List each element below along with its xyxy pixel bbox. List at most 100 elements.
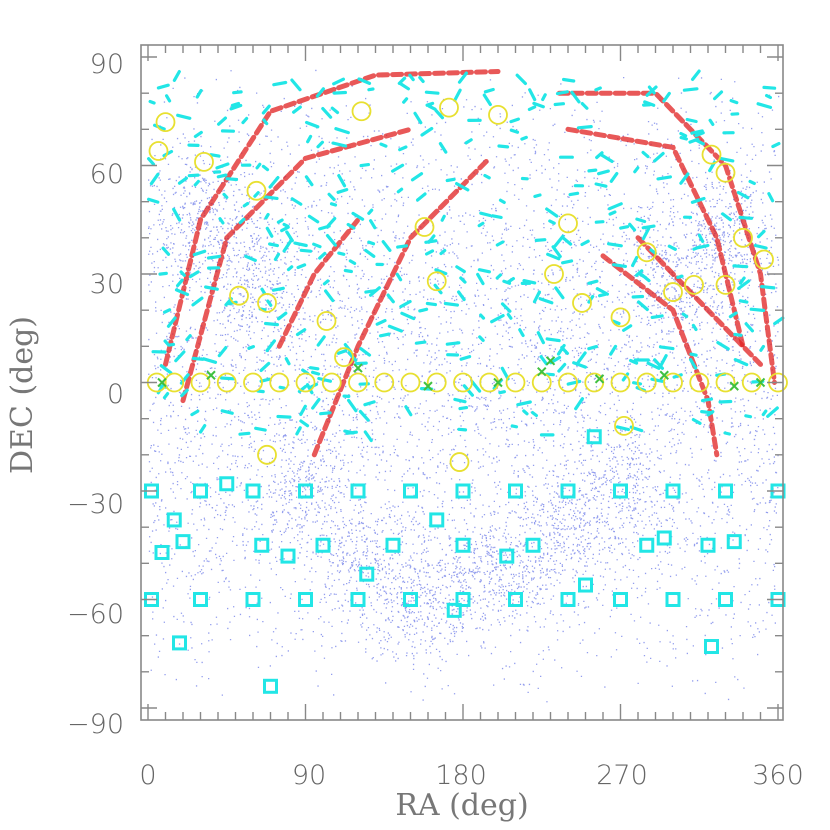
cyan-square-point xyxy=(726,534,742,550)
cyan-streak-marks xyxy=(147,69,785,443)
yellow-circle-point xyxy=(334,347,354,368)
yellow-circle-point xyxy=(715,274,736,295)
yellow-circle-point xyxy=(426,372,447,393)
y-axis-title: DEC (deg) xyxy=(5,316,40,474)
cyan-square-point xyxy=(508,592,523,607)
cyan-square-point xyxy=(508,483,523,499)
yellow-circle-point xyxy=(531,372,552,393)
cyan-square-point xyxy=(446,602,462,618)
x-tick-label: 90 xyxy=(292,760,326,791)
yellow-circle-point xyxy=(348,372,368,393)
cyan-square-point xyxy=(455,537,471,553)
yellow-circle-point xyxy=(488,104,508,125)
yellow-circle-point xyxy=(164,372,185,393)
green-cross-point xyxy=(537,366,547,377)
red-track-arc xyxy=(635,235,763,367)
yellow-circle-point xyxy=(155,112,176,132)
yellow-circle-point xyxy=(148,141,169,161)
cyan-square-point xyxy=(718,592,733,607)
yellow-circle-point xyxy=(439,97,459,118)
yellow-circle-point xyxy=(243,372,263,393)
y-tick-label: 0 xyxy=(107,379,124,410)
yellow-circle-point xyxy=(269,372,290,393)
x-axis-title: RA (deg) xyxy=(395,788,528,823)
yellow-circle-point xyxy=(426,271,447,292)
cyan-square-point xyxy=(219,476,235,492)
cyan-square-point xyxy=(350,483,366,499)
red-track-arc xyxy=(163,69,501,367)
yellow-circle-point xyxy=(544,264,564,284)
y-tick-label: −30 xyxy=(67,489,124,520)
yellow-circle-point xyxy=(558,213,578,234)
yellow-circle-point xyxy=(701,144,722,165)
yellow-circle-point xyxy=(715,372,736,393)
cyan-square-point xyxy=(700,537,716,553)
yellow-circle-point xyxy=(351,101,372,122)
cyan-square-point xyxy=(298,483,313,499)
cyan-square-point xyxy=(385,537,401,553)
cyan-square-point xyxy=(639,537,655,553)
cyan-square-point xyxy=(175,534,191,550)
yellow-circle-point xyxy=(316,311,337,331)
cyan-square-point xyxy=(315,537,331,553)
cyan-square-point xyxy=(172,635,187,651)
y-tick-label: 90 xyxy=(90,49,124,80)
y-tick-label: −90 xyxy=(67,709,124,740)
yellow-circle-point xyxy=(684,274,704,295)
red-track-arc xyxy=(276,217,361,349)
yellow-circle-point xyxy=(715,162,736,183)
cyan-square-point xyxy=(193,592,208,607)
yellow-circle-point xyxy=(194,151,214,172)
yellow-circle-point xyxy=(229,285,249,306)
cyan-square-point xyxy=(166,512,182,528)
yellow-circle-point xyxy=(610,307,631,328)
x-tick-label: 270 xyxy=(596,760,648,791)
x-tick-label: 0 xyxy=(139,760,156,791)
cyan-square-point xyxy=(499,548,515,564)
green-cross-point xyxy=(729,381,739,391)
cyan-square-point xyxy=(665,483,681,499)
yellow-circle-point xyxy=(257,293,277,313)
cyan-square-point xyxy=(613,483,628,499)
green-cross-point xyxy=(755,377,766,388)
cyan-streak-series xyxy=(147,69,785,443)
cyan-square-point xyxy=(656,530,672,546)
cyan-square-point xyxy=(525,537,541,553)
yellow-circle-point xyxy=(572,293,592,313)
cyan-square-series xyxy=(144,429,786,694)
cyan-square-point xyxy=(560,483,576,499)
cyan-square-point xyxy=(245,592,261,607)
cyan-square-point xyxy=(455,483,471,499)
yellow-circle-series xyxy=(146,97,788,472)
yellow-circle-point xyxy=(257,444,277,465)
background-point-dots xyxy=(148,69,780,703)
cyan-square-point xyxy=(263,678,278,694)
yellow-circle-point xyxy=(663,372,683,393)
yellow-circle-point xyxy=(400,372,421,393)
cyan-square-point xyxy=(350,592,366,607)
background-point-cloud xyxy=(148,69,780,703)
yellow-circle-point xyxy=(733,227,753,248)
cyan-square-point xyxy=(586,429,602,445)
cyan-square-point xyxy=(193,483,208,499)
yellow-circle-point xyxy=(190,372,211,393)
yellow-circle-point xyxy=(505,372,526,393)
y-tick-label: 30 xyxy=(90,269,124,300)
cyan-square-point xyxy=(154,544,170,560)
yellow-circle-point xyxy=(754,249,774,270)
yellow-circle-point xyxy=(610,372,631,393)
red-track-arc xyxy=(311,155,492,458)
cyan-square-point xyxy=(359,566,375,582)
green-cross-point xyxy=(594,374,605,384)
yellow-circle-point xyxy=(689,372,710,393)
cyan-square-point xyxy=(665,592,681,607)
cyan-square-point xyxy=(560,592,576,607)
cyan-square-point xyxy=(578,577,593,593)
yellow-circle-point xyxy=(558,372,578,393)
cyan-square-point xyxy=(718,483,733,499)
y-tick-label: 60 xyxy=(90,159,124,190)
yellow-circle-point xyxy=(636,372,657,393)
green-cross-point xyxy=(493,377,503,388)
